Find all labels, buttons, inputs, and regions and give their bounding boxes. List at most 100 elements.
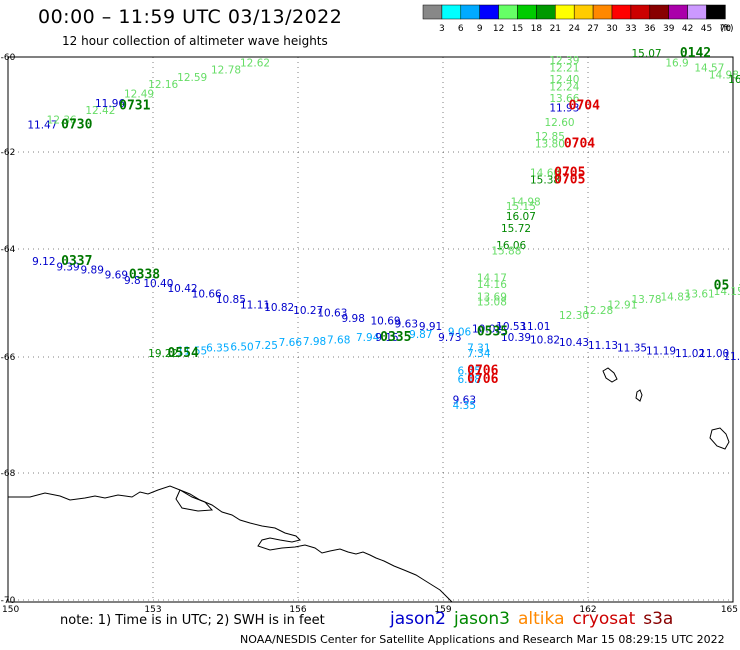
wave-height-label: 11.13 (588, 340, 618, 352)
wave-height-label: 9.98 (342, 313, 365, 325)
pass-time-label: 0142 (680, 46, 711, 61)
wave-height-label: 6.18 (458, 374, 481, 386)
wave-height-label: 9.15 (375, 332, 398, 344)
wave-height-label: 16.9 (665, 58, 688, 70)
pass-time-label: 0337 (61, 254, 92, 269)
wave-height-label: 9.12 (32, 256, 55, 268)
legend-swatch (422, 4, 443, 20)
wave-height-label: 11.55 (177, 345, 207, 357)
lon-label: 153 (144, 605, 161, 615)
legend-tick-label: 36 (644, 24, 656, 34)
footer-note: note: 1) Time is in UTC; 2) SWH is in fe… (60, 613, 325, 628)
wave-height-label: 16.00 (728, 74, 740, 86)
legend-tick-label: 6 (458, 24, 464, 34)
wave-height-label: 15.38 (530, 175, 560, 187)
wave-height-label: 15.72 (501, 223, 531, 235)
legend-swatch (479, 4, 499, 20)
satellite-jason3: jason3 (454, 609, 510, 629)
wave-height-label: 10.66 (192, 289, 222, 301)
pass-time-label: 0731 (119, 98, 150, 113)
wave-height-label: 10.82 (530, 335, 560, 347)
legend-swatch (649, 4, 669, 20)
chart-title: 00:00 – 11:59 UTC 03/13/2022 (38, 6, 343, 28)
ice-tongue (175, 489, 214, 512)
pass-time-label: 05 (714, 279, 730, 294)
satellite-cryosat: cryosat (572, 609, 636, 629)
wave-height-label: 9.89 (81, 264, 104, 276)
satellite-jason2: jason2 (390, 609, 446, 629)
wave-height-label: 14.17 (477, 272, 507, 284)
legend-tick-label: 3 (439, 24, 445, 34)
legend-tick-label: 24 (568, 24, 580, 34)
wave-height-label: 14.83 (661, 291, 691, 303)
wave-height-label: 10.69 (371, 316, 401, 328)
legend-swatch (441, 4, 462, 20)
legend-tick-label: 12 (493, 24, 504, 34)
wave-height-label: 12.16 (148, 79, 178, 91)
wave-height-label: 7.98 (303, 336, 326, 348)
legend-swatch (630, 4, 651, 20)
wave-height-label: 12.21 (549, 62, 579, 74)
wave-height-label: 14.16 (477, 279, 507, 291)
wave-height-label: 12.28 (583, 305, 613, 317)
wave-height-label: 9.69 (105, 270, 128, 282)
wave-height-label: 6.25 (458, 365, 481, 377)
pass-time-label: 0706 (467, 372, 498, 387)
wave-height-label: 7.25 (255, 340, 278, 352)
coastline (8, 367, 730, 603)
satellite-altika: altika (518, 609, 565, 629)
wave-height-label: 12.42 (85, 105, 115, 117)
chart-subtitle: 12 hour collection of altimeter wave hei… (62, 34, 328, 48)
wave-height-label: 12.49 (124, 88, 154, 100)
wave-height-label: 13.80 (535, 138, 565, 150)
wave-height-label: 14.98 (511, 196, 541, 208)
legend-tick-label: 30 (606, 24, 618, 34)
legend-swatch (517, 4, 537, 20)
wave-height-label: 10.39 (501, 332, 531, 344)
satellite-s3a: s3a (643, 609, 674, 629)
legend-swatch (536, 4, 556, 20)
wave-height-label: 9.8 (124, 275, 141, 287)
credit-line: NOAA/NESDIS Center for Satellite Applica… (240, 633, 725, 646)
wave-height-label: 15.07 (632, 48, 662, 60)
pass-time-label: 0554 (168, 346, 199, 361)
pass-time-label: 0705 (554, 165, 585, 180)
wave-height-label: 11.02 (675, 348, 705, 360)
wave-height-label: 10.40 (143, 278, 173, 290)
wave-height-label: 12.60 (545, 117, 575, 129)
legend-tick-label: 18 (531, 24, 543, 34)
wave-height-label: 9.73 (438, 332, 461, 344)
legend-swatch (460, 4, 480, 20)
legend-tick-label: 45 (701, 24, 712, 34)
wave-height-label: 11.93 (549, 103, 579, 115)
legend-swatch (611, 4, 632, 20)
map-frame (7, 56, 734, 603)
wave-height-label: 11.19 (646, 345, 676, 357)
wave-height-label: 11.84 (723, 351, 740, 363)
satellite-legend: jason2 jason3 altika cryosat s3a (390, 609, 681, 629)
wave-height-label: 7.66 (279, 337, 303, 349)
lon-label: 150 (2, 605, 19, 615)
legend-swatch (668, 4, 688, 20)
legend-tick-label: 21 (550, 24, 561, 34)
pass-time-label: 0706 (467, 363, 498, 378)
wave-height-label: 15.88 (491, 245, 521, 257)
legend-swatch (687, 4, 707, 20)
pass-time-label: 0730 (61, 117, 92, 132)
wave-height-label: 11.11 (240, 299, 270, 311)
legend-swatch (555, 4, 575, 20)
pass-time-label: 0335 (380, 330, 411, 345)
island-3 (709, 427, 730, 450)
wave-height-label: 16.07 (506, 211, 536, 223)
wave-height-label: 10.63 (317, 308, 347, 320)
wave-height-label: 9.63 (453, 394, 476, 406)
wave-height-label: 12.85 (535, 131, 565, 143)
wave-height-label: 4.35 (453, 400, 476, 412)
wave-height-label: 11.00 (699, 348, 729, 360)
wave-height-label: 9.06 (448, 326, 472, 338)
wave-height-label: 14.60 (530, 167, 560, 179)
wave-height-label: 10.02 (472, 324, 502, 336)
pass-time-label: 0704 (564, 136, 595, 151)
